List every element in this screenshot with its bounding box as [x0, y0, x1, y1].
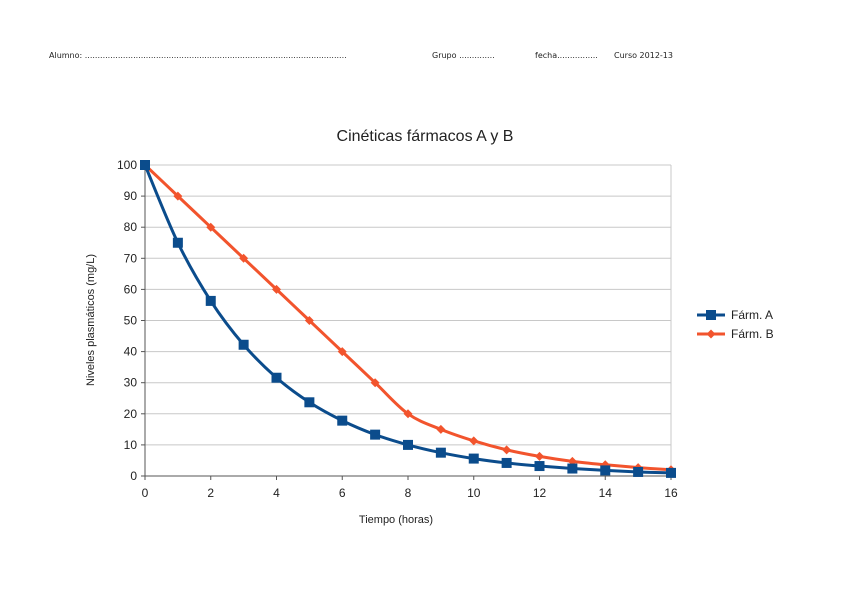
legend-marker	[706, 329, 716, 339]
x-tick-label: 8	[405, 486, 412, 500]
y-tick-label: 10	[124, 438, 138, 452]
y-tick-label: 50	[124, 314, 138, 328]
series-group	[140, 160, 676, 478]
data-point	[535, 451, 544, 461]
data-point	[666, 467, 676, 478]
x-tick-label: 10	[467, 486, 481, 500]
data-point	[534, 461, 545, 472]
data-point	[173, 191, 183, 201]
y-tick-label: 80	[124, 220, 138, 234]
data-point	[337, 347, 347, 357]
data-point	[469, 436, 479, 446]
data-point	[140, 160, 150, 170]
data-point	[172, 237, 183, 248]
x-tick-label: 14	[599, 486, 613, 500]
data-point	[238, 339, 249, 350]
data-point	[501, 457, 512, 468]
data-point	[272, 284, 281, 294]
worksheet-header: Alumno: ................................…	[0, 51, 848, 65]
data-point	[600, 465, 611, 476]
x-axis-title: Tiempo (horas)	[359, 514, 433, 526]
y-axis-title: Niveles plasmáticos (mg/L)	[85, 254, 97, 386]
grupo-field: Grupo ..............	[432, 51, 495, 60]
x-tick-label: 6	[339, 486, 346, 500]
y-tick-label: 0	[130, 469, 137, 483]
legend-label: Fárm. A	[731, 308, 773, 322]
y-tick-label: 60	[124, 282, 138, 296]
legend-marker	[706, 310, 716, 320]
y-tick-label: 30	[124, 376, 138, 390]
data-point	[205, 295, 216, 306]
curso-label: Curso 2012-13	[614, 51, 673, 60]
data-point	[468, 453, 479, 464]
data-point	[304, 316, 314, 325]
x-tick-label: 12	[533, 486, 547, 500]
chart-title: Cinéticas fármacos A y B	[337, 128, 514, 145]
data-point	[337, 415, 348, 426]
x-tick-label: 4	[273, 486, 280, 500]
data-point	[403, 439, 413, 450]
x-tick-label: 2	[207, 486, 214, 500]
axes	[141, 164, 672, 480]
y-tick-labels: 0 10 20 30 40 50 60 70 80 90 100	[117, 158, 137, 483]
data-point	[206, 222, 216, 232]
data-point	[436, 424, 446, 434]
y-tick-label: 40	[124, 345, 138, 359]
series-line	[143, 163, 672, 472]
x-tick-labels: 0 2 4 6 8 10 12 14 16	[142, 486, 678, 500]
data-point	[271, 372, 282, 383]
y-tick-label: 90	[124, 189, 138, 203]
data-point	[567, 463, 578, 474]
data-point	[304, 397, 315, 408]
data-point	[239, 253, 249, 263]
data-point	[403, 409, 413, 419]
data-point	[502, 445, 512, 455]
y-tick-label: 70	[124, 251, 138, 265]
data-point	[435, 447, 446, 458]
y-tick-label: 20	[124, 407, 138, 421]
x-tick-label: 16	[664, 486, 678, 500]
x-tick-label: 0	[142, 486, 149, 500]
data-point	[633, 466, 644, 477]
fecha-field: fecha................	[535, 51, 598, 60]
series-a	[140, 160, 676, 478]
alumno-field: Alumno: ................................…	[49, 51, 347, 60]
data-point	[370, 429, 381, 440]
legend: Fárm. A Fárm. B	[697, 308, 774, 341]
legend-label: Fárm. B	[731, 327, 774, 341]
series-line	[143, 164, 672, 475]
y-tick-label: 100	[117, 158, 137, 172]
data-point	[370, 378, 380, 388]
